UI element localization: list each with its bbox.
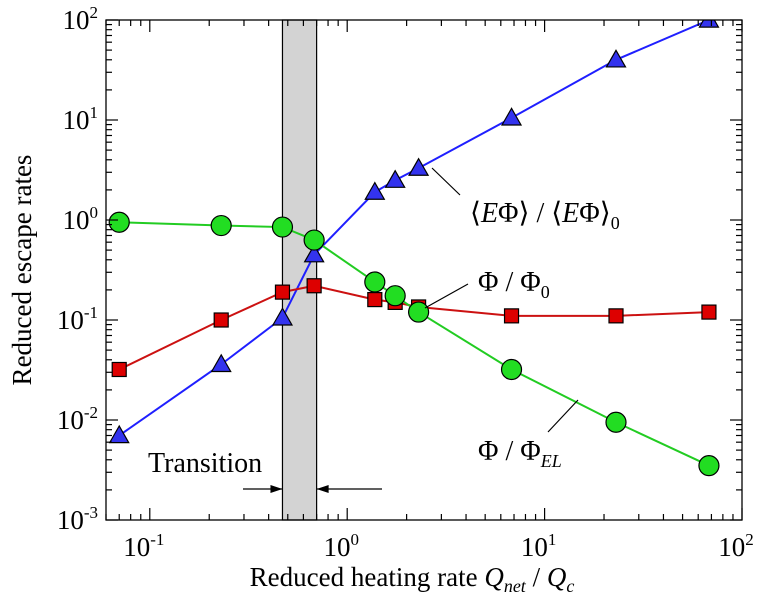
- flux-el-label-sep: /: [498, 436, 520, 467]
- flux_el-line: [119, 221, 710, 467]
- energy-line: [118, 20, 710, 437]
- x-axis-label: Reduced heating rate Qnet / Qc: [250, 562, 575, 596]
- x-axis-label-sep: /: [526, 562, 547, 592]
- energy-label-phi: Φ: [498, 198, 518, 229]
- transition-layer: [281, 19, 318, 521]
- flux-el-series-label: Φ / ΦEL: [478, 436, 562, 471]
- energy-label-close-2: ⟩: [600, 198, 611, 229]
- energy-point: [210, 353, 232, 373]
- flux_el-point: [303, 229, 325, 251]
- flux_el-point: [605, 411, 627, 433]
- flux_el-point: [500, 358, 523, 381]
- energy-point: [501, 107, 523, 126]
- energy-label-var: E: [480, 198, 498, 229]
- flux_el-point: [108, 211, 130, 233]
- flux-line: [118, 284, 709, 371]
- series-flux_el: [108, 211, 720, 477]
- x-tick-label: 102: [718, 530, 754, 562]
- flux-point: [111, 361, 127, 378]
- flux_el-point: [698, 454, 720, 477]
- y-tick-label: 10-1: [57, 303, 98, 335]
- y-axis-label: Reduced escape rates: [7, 155, 37, 386]
- x-axis-label-text: Reduced heating rate: [250, 562, 485, 592]
- x-tick-label: 100: [323, 530, 359, 562]
- series-flux: [111, 278, 717, 378]
- y-tick-label: 10-2: [57, 403, 98, 435]
- flux-point: [306, 278, 322, 294]
- energy-point: [384, 169, 406, 188]
- flux_el-point: [210, 214, 232, 237]
- flux-point: [367, 291, 383, 308]
- y-tick-label: 101: [63, 103, 99, 135]
- energy-label-leader: [431, 167, 461, 196]
- energy-label-open-2: ⟨: [551, 198, 562, 229]
- transition-arrowhead-left: [270, 485, 283, 493]
- energy-point: [364, 181, 386, 200]
- series-layer: [108, 20, 720, 477]
- energy-point: [303, 243, 325, 263]
- flux-label-sub: 0: [541, 282, 550, 302]
- energy-point: [108, 424, 130, 444]
- flux-label-phi: Φ: [478, 267, 498, 298]
- tick-layer: 10-1 100 101 102 10-3 10-2 10-1 100 101 102: [57, 3, 754, 562]
- flux-el-label-phi: Φ: [478, 436, 498, 467]
- flux-point: [213, 312, 229, 328]
- energy-point: [698, 20, 720, 28]
- flux-el-label-phi-2: Φ: [520, 436, 540, 467]
- flux-point: [503, 308, 520, 324]
- series-energy: [108, 20, 720, 444]
- flux_el-point: [364, 271, 386, 293]
- energy-point: [408, 157, 430, 176]
- x-axis-label-var1: Q: [484, 562, 504, 592]
- energy-series-label: ⟨EΦ⟩ / ⟨EΦ⟩0: [470, 198, 620, 233]
- energy-point: [271, 307, 294, 326]
- energy-label-close: ⟩: [519, 198, 530, 229]
- energy-point: [605, 49, 627, 68]
- energy-label-sub: 0: [611, 213, 620, 233]
- transition-band: [281, 19, 318, 521]
- flux-series-label: Φ / Φ0: [478, 267, 550, 302]
- flux-label-phi-2: Φ: [520, 267, 540, 298]
- energy-label-sep: /: [529, 198, 551, 229]
- x-axis-label-sub1: net: [504, 576, 527, 596]
- energy-label-open: ⟨: [470, 198, 481, 229]
- flux-label-leader: [424, 283, 469, 309]
- transition-label: Transition: [148, 448, 262, 479]
- y-tick-label: 10-3: [57, 503, 98, 535]
- flux-el-label-leader: [547, 399, 579, 433]
- y-tick-label: 100: [63, 203, 99, 235]
- plot-frame: [105, 19, 743, 521]
- x-tick-label: 101: [521, 530, 557, 562]
- x-axis-label-sub2: c: [566, 576, 574, 596]
- flux-label-sep: /: [498, 267, 520, 298]
- flux-point: [608, 308, 624, 324]
- transition-arrowhead-right: [316, 485, 329, 493]
- flux-point: [274, 284, 291, 300]
- flux_el-point: [271, 216, 294, 238]
- flux-el-label-sub: EL: [540, 451, 562, 471]
- x-tick-label: 10-1: [123, 530, 164, 562]
- transition-arrows: [243, 485, 382, 493]
- flux-point: [701, 304, 717, 320]
- energy-label-phi-2: Φ: [579, 198, 599, 229]
- energy-label-var-2: E: [561, 198, 579, 229]
- flux_el-point: [384, 285, 406, 307]
- flux_el-point: [408, 301, 430, 323]
- y-tick-label: 102: [63, 3, 99, 35]
- x-axis-label-var2: Q: [547, 562, 567, 592]
